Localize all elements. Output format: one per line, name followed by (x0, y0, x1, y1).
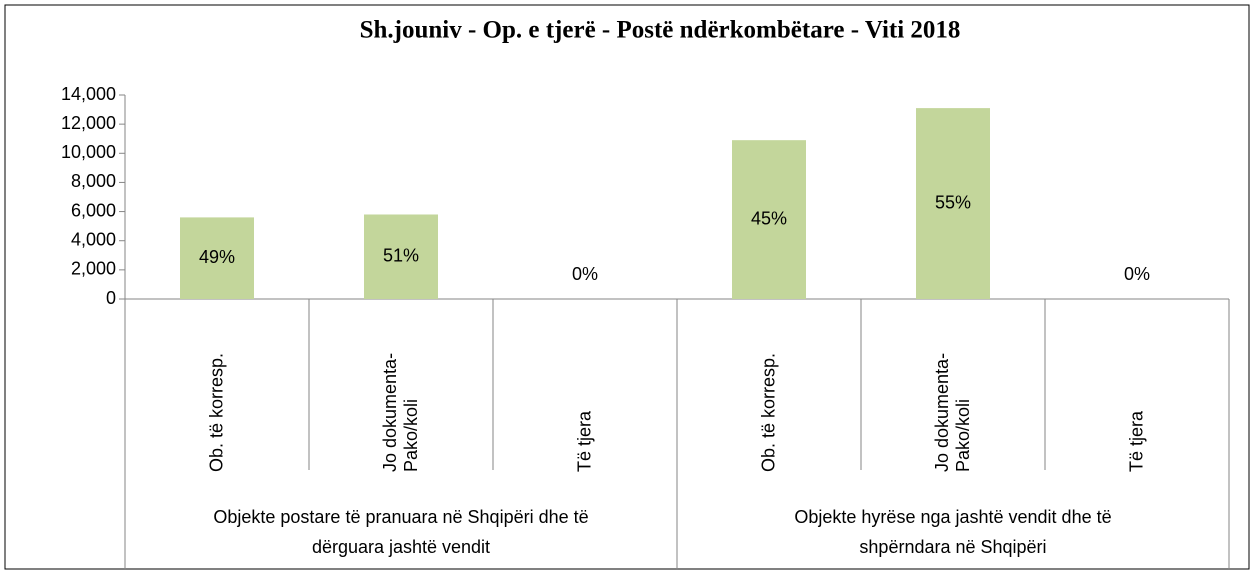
data-label: 0% (1124, 264, 1150, 284)
x-tick-label: Të tjera (1126, 410, 1147, 472)
x-tick-label: Jo dokumenta-Pako/koli (380, 352, 421, 472)
bar (916, 108, 990, 299)
bar (732, 140, 806, 299)
y-tick-label: 0 (106, 288, 116, 308)
group-label: Objekte postare të pranuara në Shqipëri … (213, 507, 589, 557)
data-label: 45% (751, 208, 787, 228)
x-tick-label: Ob. të korresp. (758, 352, 779, 472)
y-tick-label: 6,000 (71, 200, 116, 220)
chart-title: Sh.jouniv - Op. e tjerë - Postë ndërkomb… (360, 17, 961, 44)
y-tick-label: 14,000 (61, 84, 116, 104)
x-tick-label: Të tjera (574, 410, 595, 472)
y-tick-label: 2,000 (71, 259, 116, 279)
group-label: Objekte hyrëse nga jashtë vendit dhe të … (794, 507, 1112, 557)
y-tick-label: 4,000 (71, 229, 116, 249)
data-label: 49% (199, 247, 235, 267)
bar (364, 214, 438, 299)
y-tick-label: 10,000 (61, 142, 116, 162)
x-tick-label: Jo dokumenta-Pako/koli (932, 352, 973, 472)
y-tick-label: 8,000 (71, 171, 116, 191)
y-tick-label: 12,000 (61, 113, 116, 133)
data-label: 55% (935, 192, 971, 212)
chart-border (4, 4, 1250, 570)
data-label: 51% (383, 245, 419, 265)
data-label: 0% (572, 264, 598, 284)
x-tick-label: Ob. të korresp. (206, 352, 227, 472)
bar (180, 217, 254, 299)
